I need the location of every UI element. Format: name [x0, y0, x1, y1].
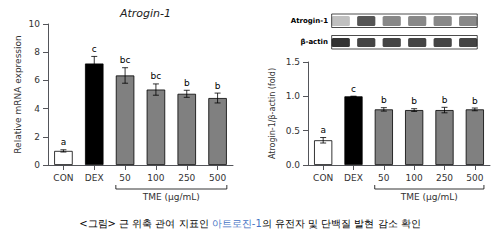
svg-text:Atrogin-1/β-actin (fold): Atrogin-1/β-actin (fold) — [268, 68, 277, 159]
svg-text:<그림> 근 위축 관여 지표인: <그림> 근 위축 관여 지표인 — [79, 218, 212, 229]
svg-text:Atrogin-1: Atrogin-1 — [291, 17, 328, 25]
svg-text:bc: bc — [151, 71, 162, 81]
svg-text:c: c — [92, 44, 97, 54]
svg-text:bc: bc — [120, 55, 131, 65]
svg-text:10: 10 — [29, 19, 41, 29]
svg-text:500: 500 — [466, 173, 483, 183]
svg-text:b: b — [472, 96, 478, 106]
svg-text:6: 6 — [34, 75, 40, 85]
svg-text:250: 250 — [178, 173, 195, 183]
svg-text:b: b — [381, 95, 387, 105]
svg-text:a: a — [61, 137, 67, 147]
svg-text:0.5: 0.5 — [286, 126, 300, 136]
svg-text:b: b — [442, 95, 448, 105]
svg-text:50: 50 — [119, 173, 131, 183]
svg-text:500: 500 — [209, 173, 226, 183]
svg-text:250: 250 — [436, 173, 453, 183]
svg-text:β-actin: β-actin — [300, 38, 328, 46]
svg-text:100: 100 — [406, 173, 423, 183]
svg-text:CON: CON — [53, 173, 73, 183]
svg-text:c: c — [351, 84, 356, 94]
svg-text:8: 8 — [34, 47, 40, 57]
svg-text:2: 2 — [34, 132, 40, 142]
svg-text:1.5: 1.5 — [286, 57, 300, 67]
svg-text:b: b — [184, 78, 190, 88]
svg-text:TME (μg/mL): TME (μg/mL) — [142, 192, 200, 202]
svg-text:CON: CON — [313, 173, 333, 183]
svg-text:DEX: DEX — [344, 173, 363, 183]
svg-text:50: 50 — [378, 173, 390, 183]
svg-text:Relative mRNA expression: Relative mRNA expression — [13, 35, 23, 153]
svg-text:a: a — [320, 125, 326, 135]
svg-text:0: 0 — [34, 160, 40, 170]
svg-text:100: 100 — [147, 173, 164, 183]
svg-text:4: 4 — [34, 104, 40, 114]
svg-text:DEX: DEX — [85, 173, 104, 183]
svg-text:TME (μg/mL): TME (μg/mL) — [400, 192, 458, 202]
svg-text:의 유전자 및 단백질 발현 감소 확인: 의 유전자 및 단백질 발현 감소 확인 — [262, 218, 421, 229]
svg-text:1.0: 1.0 — [286, 91, 301, 101]
svg-text:b: b — [411, 96, 417, 106]
svg-text:0.0: 0.0 — [286, 160, 301, 170]
svg-text:b: b — [215, 81, 221, 91]
svg-text:아트로진-1: 아트로진-1 — [212, 218, 262, 229]
svg-text:Atrogin-1: Atrogin-1 — [119, 7, 171, 20]
